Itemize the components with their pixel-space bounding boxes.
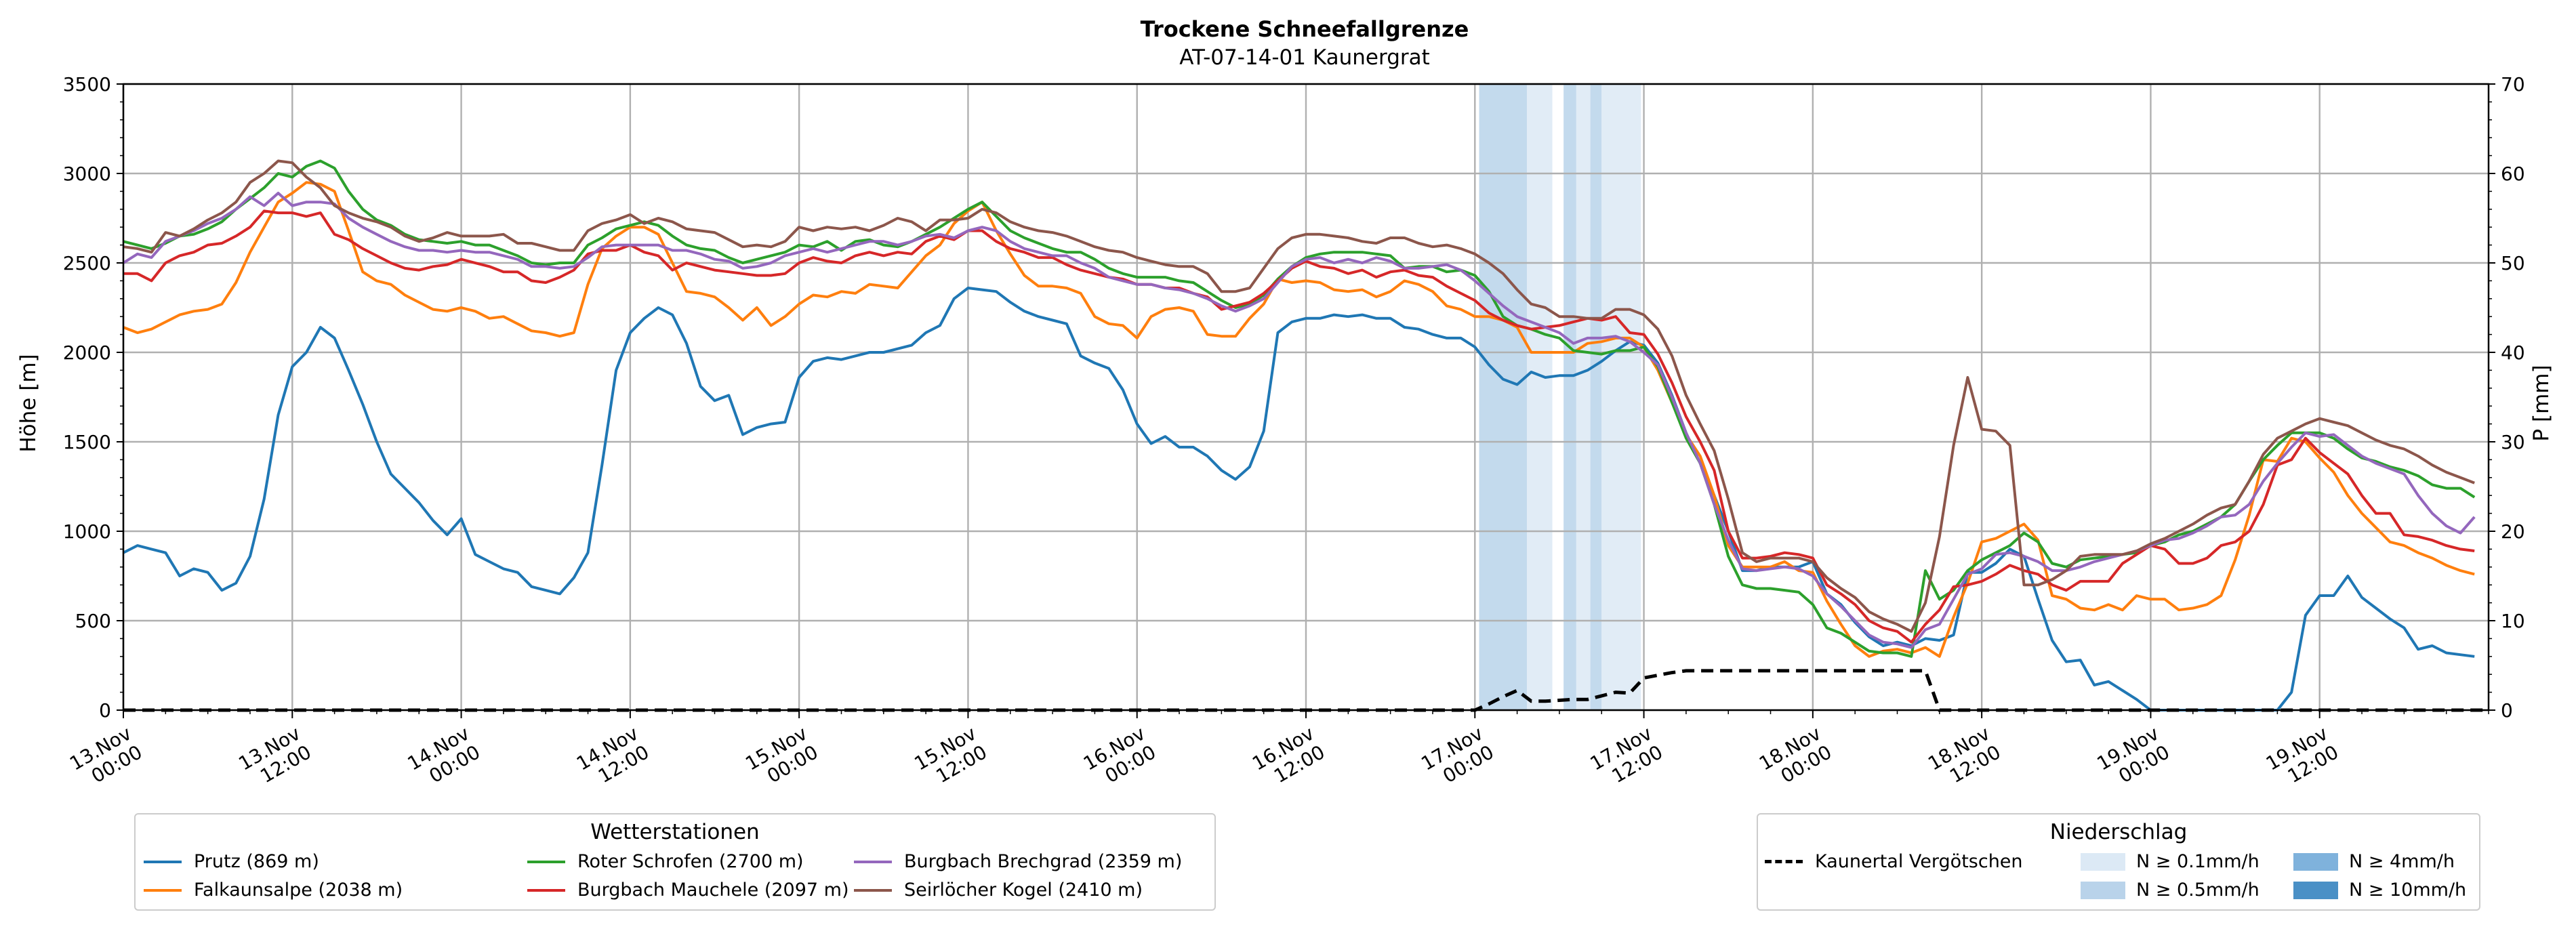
legend-precip: Niederschlag Kaunertal Vergötschen N ≥ 0… xyxy=(1757,813,2480,911)
legend-label: Burgbach Brechgrad (2359 m) xyxy=(904,851,1183,872)
precip-band xyxy=(1576,84,1591,710)
x-tick-label: 16.Nov00:00 xyxy=(1080,722,1160,793)
y2-tick-label: 0 xyxy=(2501,699,2513,722)
series-line-4 xyxy=(122,192,2476,649)
series-layer xyxy=(122,159,2489,712)
x-tick-label: 18.Nov12:00 xyxy=(1924,722,2004,793)
x-tick-label: 14.Nov00:00 xyxy=(404,722,484,793)
series-line-3 xyxy=(123,209,2475,644)
y-axis-label: Höhe [m] xyxy=(16,354,41,452)
legend-item-seirloecher-kogel: Seirlöcher Kogel (2410 m) xyxy=(854,880,1143,901)
chart-title: Trockene Schneefallgrenze xyxy=(1141,16,1469,42)
y-tick-label: 2500 xyxy=(63,252,111,274)
y-tick-label: 0 xyxy=(99,699,111,722)
legend-label: N ≥ 10mm/h xyxy=(2349,880,2467,901)
legend-label: Burgbach Mauchele (2097 m) xyxy=(577,880,849,901)
y2-axis-label: P [mm] xyxy=(2529,365,2554,441)
legend-swatch xyxy=(2293,852,2338,871)
legend-swatch xyxy=(1765,860,1803,863)
legend-label: Falkaunsalpe (2038 m) xyxy=(194,880,403,901)
legend-swatch xyxy=(144,860,182,863)
legend-label: N ≥ 0.5mm/h xyxy=(2136,880,2260,901)
legend-label: N ≥ 0.1mm/h xyxy=(2136,851,2260,872)
precip-bands xyxy=(1479,84,1641,710)
legend-swatch xyxy=(2081,881,2125,899)
precip-band xyxy=(1527,84,1553,710)
legend-swatch xyxy=(854,888,892,892)
y-tick-label: 500 xyxy=(75,610,111,632)
precip-band xyxy=(1563,84,1576,710)
legend-item-precip-05: N ≥ 0.5mm/h xyxy=(2081,880,2260,901)
legend-label: N ≥ 4mm/h xyxy=(2349,851,2455,872)
y2-tick-label: 20 xyxy=(2501,520,2525,543)
legend-swatch xyxy=(2081,852,2125,871)
y2-tick-label: 70 xyxy=(2501,73,2525,96)
legend-label: Kaunertal Vergötschen xyxy=(1815,851,2023,872)
legend-swatch xyxy=(144,888,182,892)
legend-swatch xyxy=(2293,881,2338,899)
y2-tick-label: 60 xyxy=(2501,163,2525,185)
x-tick-label: 17.Nov00:00 xyxy=(1417,722,1497,793)
x-tick-label: 18.Nov00:00 xyxy=(1755,722,1835,793)
legend-item-precip-01: N ≥ 0.1mm/h xyxy=(2081,851,2260,872)
x-tick-label: 19.Nov12:00 xyxy=(2262,722,2342,793)
series-line-5 xyxy=(123,159,2475,633)
legend-item-roter-schrofen: Roter Schrofen (2700 m) xyxy=(527,851,804,872)
y2-tick-label: 50 xyxy=(2501,252,2525,274)
legend-item-falkaunsalpe: Falkaunsalpe (2038 m) xyxy=(144,880,403,901)
x-tick-label: 13.Nov00:00 xyxy=(66,722,146,793)
x-tick-label: 14.Nov12:00 xyxy=(573,722,653,793)
chart-subtitle: AT-07-14-01 Kaunergrat xyxy=(1179,45,1430,70)
series-line-0 xyxy=(123,287,2475,711)
y-tick-label: 3000 xyxy=(63,163,111,185)
legend-swatch xyxy=(527,888,565,892)
legend-precip-title: Niederschlag xyxy=(2049,820,2188,844)
precip-line xyxy=(123,669,2489,712)
x-tick-label: 15.Nov00:00 xyxy=(741,722,821,793)
precip-band xyxy=(1590,84,1602,710)
series-line-1 xyxy=(123,181,2475,658)
x-tick-label: 17.Nov12:00 xyxy=(1587,722,1667,793)
y-tick-label: 1000 xyxy=(63,520,111,543)
legend-item-precip-4: N ≥ 4mm/h xyxy=(2293,851,2455,872)
legend-item-prutz: Prutz (869 m) xyxy=(144,851,319,872)
y-tick-label: 2000 xyxy=(63,342,111,364)
legend-item-burgbach-brechgrad: Burgbach Brechgrad (2359 m) xyxy=(854,851,1182,872)
legend-label: Roter Schrofen (2700 m) xyxy=(577,851,804,872)
legend-item-precip-10: N ≥ 10mm/h xyxy=(2293,880,2466,901)
legend-stations: Wetterstationen Prutz (869 m) Falkaunsal… xyxy=(134,813,1216,911)
y2-tick-label: 10 xyxy=(2501,610,2525,632)
axes: 0 500 1000 1500 2000 2500 3000 3500 0 10 20 30 40 50 6… xyxy=(63,73,2525,793)
x-tick-label: 19.Nov00:00 xyxy=(2093,722,2173,793)
legend-label: Prutz (869 m) xyxy=(194,851,319,872)
grid-lines xyxy=(122,83,2489,711)
precip-band xyxy=(1479,84,1528,710)
legend-label: Seirlöcher Kogel (2410 m) xyxy=(904,880,1143,901)
legend-item-burgbach-mauchele: Burgbach Mauchele (2097 m) xyxy=(527,880,849,901)
legend-item-kaunertal: Kaunertal Vergötschen xyxy=(1765,851,2023,872)
precip-band xyxy=(1601,84,1641,710)
legend-swatch xyxy=(527,860,565,863)
y2-tick-label: 30 xyxy=(2501,431,2525,453)
legend-swatch xyxy=(854,860,892,863)
x-tick-label: 13.Nov12:00 xyxy=(234,722,314,793)
x-tick-label: 15.Nov12:00 xyxy=(911,722,991,793)
x-tick-label: 16.Nov12:00 xyxy=(1248,722,1328,793)
y-tick-label: 3500 xyxy=(63,73,111,96)
legend-stations-title: Wetterstationen xyxy=(590,820,760,844)
y-tick-label: 1500 xyxy=(63,431,111,453)
y2-tick-label: 40 xyxy=(2501,342,2525,364)
